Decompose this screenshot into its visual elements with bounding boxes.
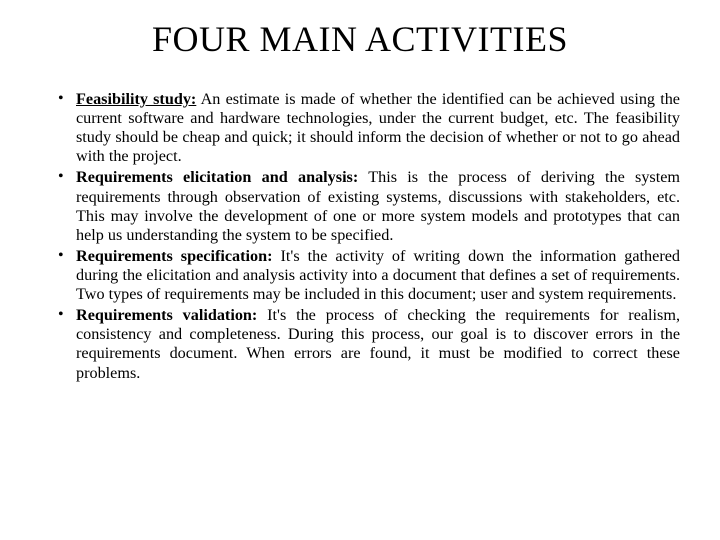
- item-term: Requirements elicitation and analysis:: [76, 168, 358, 186]
- item-term: Requirements specification:: [76, 247, 273, 265]
- list-item: Requirements validation: It's the proces…: [58, 306, 680, 382]
- item-term: Feasibility study:: [76, 90, 196, 108]
- activity-list: Feasibility study: An estimate is made o…: [40, 90, 680, 383]
- list-item: Feasibility study: An estimate is made o…: [58, 90, 680, 166]
- page-title: FOUR MAIN ACTIVITIES: [40, 18, 680, 60]
- list-item: Requirements elicitation and analysis: T…: [58, 168, 680, 244]
- item-term: Requirements validation:: [76, 306, 257, 324]
- list-item: Requirements specification: It's the act…: [58, 247, 680, 304]
